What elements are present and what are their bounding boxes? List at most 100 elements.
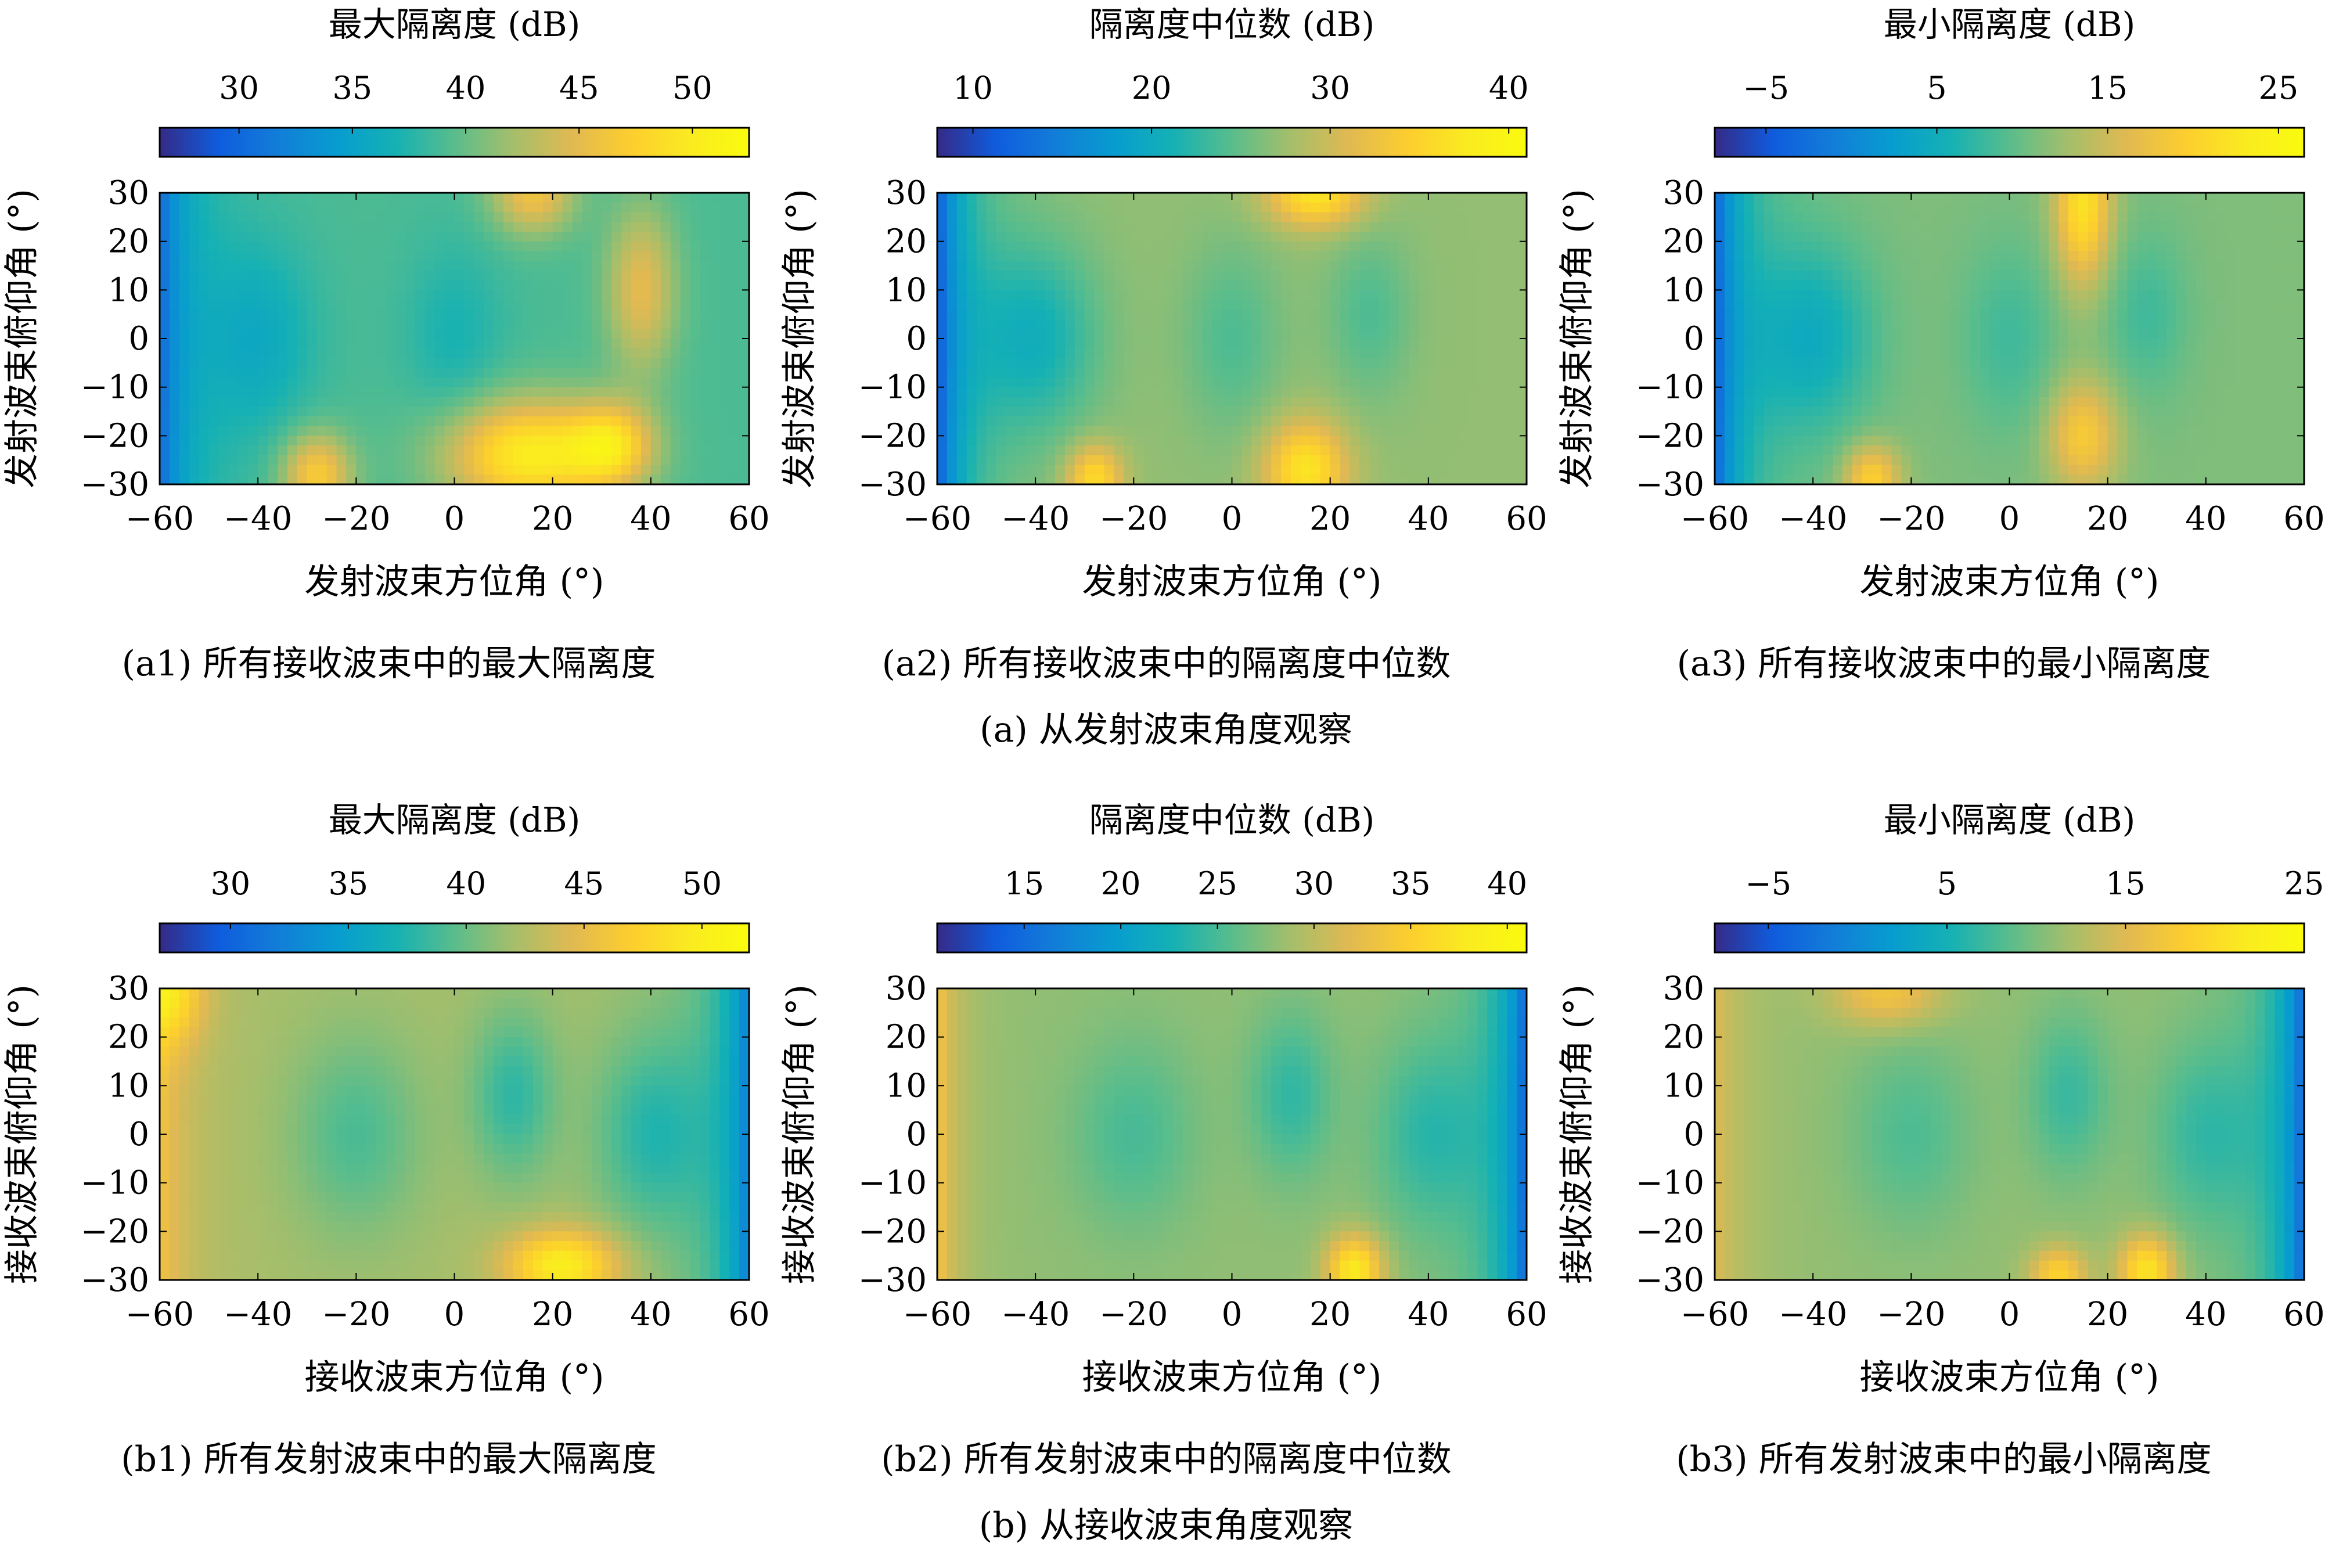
heatmap-cell xyxy=(1497,271,1507,280)
heatmap-cell xyxy=(2088,319,2099,329)
heatmap-cell xyxy=(1497,474,1507,484)
heatmap-cell xyxy=(2294,271,2305,280)
heatmap-cell xyxy=(1153,474,1164,484)
heatmap-cell xyxy=(1212,465,1223,475)
heatmap-cell xyxy=(977,271,987,280)
heatmap-cell xyxy=(2147,203,2157,213)
heatmap-cell xyxy=(189,358,200,368)
heatmap-cell xyxy=(2108,290,2118,300)
heatmap-cell xyxy=(494,339,504,348)
heatmap-cell xyxy=(563,290,573,300)
heatmap-cell xyxy=(1016,339,1026,348)
heatmap-cell xyxy=(170,416,180,426)
heatmap-cell xyxy=(297,300,308,310)
heatmap-cell xyxy=(327,329,337,339)
heatmap-cell xyxy=(1330,368,1341,377)
heatmap-cell xyxy=(1793,348,1804,358)
heatmap-cell xyxy=(1764,339,1775,348)
heatmap-cell xyxy=(2196,232,2207,242)
heatmap-cell xyxy=(2236,280,2246,290)
heatmap-cell xyxy=(1734,242,1745,251)
heatmap-cell xyxy=(1153,445,1164,455)
heatmap-cell xyxy=(484,368,494,377)
heatmap-cell xyxy=(573,203,583,213)
heatmap-cell xyxy=(1813,358,1823,368)
heatmap-cell xyxy=(395,203,406,213)
heatmap-cell xyxy=(553,319,563,329)
heatmap-cell xyxy=(967,377,977,387)
heatmap-cell xyxy=(1458,319,1469,329)
heatmap-cell xyxy=(1143,465,1154,475)
heatmap-cell xyxy=(1241,358,1252,368)
heatmap-cell xyxy=(1823,339,1833,348)
heatmap-cell xyxy=(1497,455,1507,465)
heatmap-cell xyxy=(1025,339,1036,348)
heatmap-cell xyxy=(937,455,948,465)
heatmap-cell xyxy=(1960,339,1971,348)
heatmap-cell xyxy=(484,426,494,436)
heatmap-cell xyxy=(1350,242,1361,251)
heatmap-cell xyxy=(1487,203,1498,213)
heatmap-cell xyxy=(287,377,298,387)
heatmap-cell xyxy=(1114,407,1125,416)
heatmap-cell xyxy=(1715,348,1725,358)
heatmap-cell xyxy=(1813,212,1823,222)
heatmap-cell xyxy=(1261,465,1272,475)
heatmap-cell xyxy=(2049,212,2059,222)
heatmap-cell xyxy=(1114,261,1125,271)
heatmap-cell xyxy=(1055,232,1066,242)
heatmap-cell xyxy=(278,251,288,261)
heatmap-cell xyxy=(1301,397,1311,407)
heatmap-cell xyxy=(376,193,386,203)
heatmap-cell xyxy=(2265,242,2275,251)
heatmap-cell xyxy=(464,436,474,445)
heatmap-cell xyxy=(1163,397,1174,407)
heatmap-cell xyxy=(592,377,602,387)
heatmap-cell xyxy=(209,465,219,475)
heatmap-cell xyxy=(1990,251,2000,261)
heatmap-cell xyxy=(700,474,710,484)
heatmap-cell xyxy=(2137,300,2147,310)
heatmap-cell xyxy=(1124,310,1134,319)
heatmap-cell xyxy=(1222,445,1233,455)
heatmap-cell xyxy=(1497,203,1507,213)
heatmap-cell xyxy=(651,271,661,280)
heatmap-cell xyxy=(228,212,239,222)
heatmap-cell xyxy=(395,339,406,348)
heatmap-cell xyxy=(996,387,1007,397)
heatmap-cell xyxy=(1143,436,1154,445)
heatmap-cell xyxy=(1075,358,1085,368)
heatmap-cell xyxy=(2186,222,2197,232)
heatmap-cell xyxy=(425,203,436,213)
heatmap-cell xyxy=(386,242,396,251)
heatmap-cell xyxy=(1251,416,1262,426)
heatmap-cell xyxy=(1448,242,1459,251)
heatmap-cell xyxy=(1399,193,1409,203)
heatmap-cell xyxy=(1468,377,1478,387)
heatmap-cell xyxy=(1359,300,1370,310)
heatmap-cell xyxy=(2226,232,2236,242)
heatmap-cell xyxy=(1311,377,1321,387)
heatmap-cell xyxy=(1517,465,1527,475)
heatmap-cell xyxy=(474,193,484,203)
heatmap-cell xyxy=(1911,251,1921,261)
heatmap-cell xyxy=(671,232,681,242)
heatmap-cell xyxy=(1901,329,1912,339)
heatmap-cell xyxy=(2275,271,2285,280)
heatmap-cell xyxy=(1734,329,1745,339)
heatmap-cell xyxy=(1852,358,1863,368)
heatmap-cell xyxy=(2029,300,2039,310)
heatmap-cell xyxy=(2078,290,2089,300)
heatmap-cell xyxy=(189,232,200,242)
heatmap-cell xyxy=(1025,426,1036,436)
heatmap-cell xyxy=(661,280,671,290)
heatmap-cell xyxy=(1183,348,1193,358)
heatmap-cell xyxy=(1055,300,1066,310)
heatmap-cell xyxy=(1931,387,1941,397)
heatmap-cell xyxy=(1232,193,1243,203)
heatmap-cell xyxy=(1911,300,1921,310)
heatmap-cell xyxy=(2137,242,2147,251)
heatmap-cell xyxy=(1075,407,1085,416)
heatmap-cell xyxy=(366,397,376,407)
heatmap-cell xyxy=(611,232,622,242)
